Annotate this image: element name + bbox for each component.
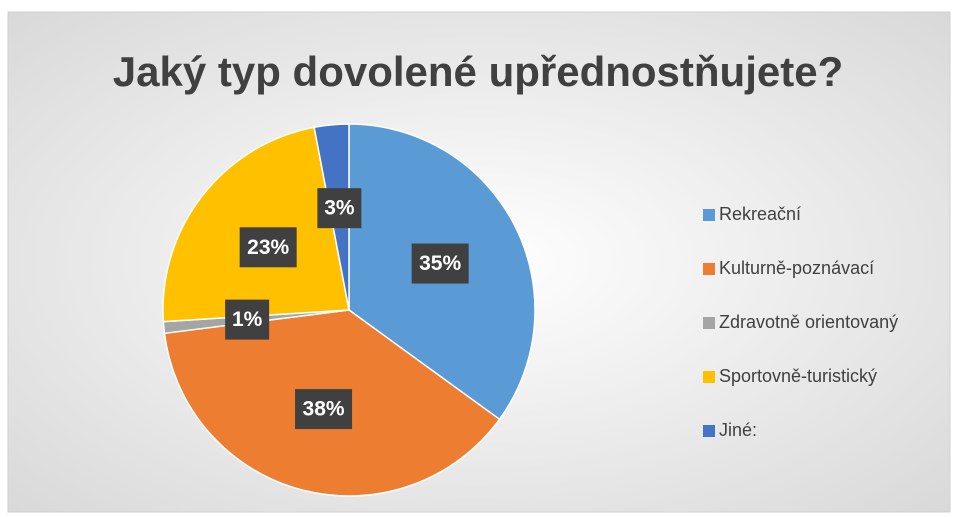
data-label: 3% <box>324 197 355 220</box>
legend-swatch <box>703 317 715 329</box>
legend-label: Sportovně-turistický <box>719 366 877 386</box>
chart-title: Jaký typ dovolené upřednostňujete? <box>113 48 843 95</box>
legend-swatch <box>703 209 715 221</box>
data-label-box <box>411 243 469 284</box>
legend-swatch <box>703 263 715 275</box>
legend-swatch <box>703 425 715 437</box>
data-label: 23% <box>247 236 289 259</box>
legend-label: Kulturně-poznávací <box>719 258 874 278</box>
legend-swatch <box>703 371 715 383</box>
pie-slice <box>162 126 350 323</box>
data-label: 35% <box>419 252 461 275</box>
data-label-box <box>239 227 297 268</box>
data-label: 1% <box>232 308 263 331</box>
data-label-box <box>317 188 362 229</box>
legend-label: Rekreační <box>719 204 801 224</box>
data-label: 38% <box>303 398 345 421</box>
legend-label: Zdravotně orientovaný <box>719 312 898 332</box>
data-label-box <box>295 389 353 430</box>
legend-label: Jiné: <box>719 420 757 440</box>
data-label-box <box>225 299 270 340</box>
